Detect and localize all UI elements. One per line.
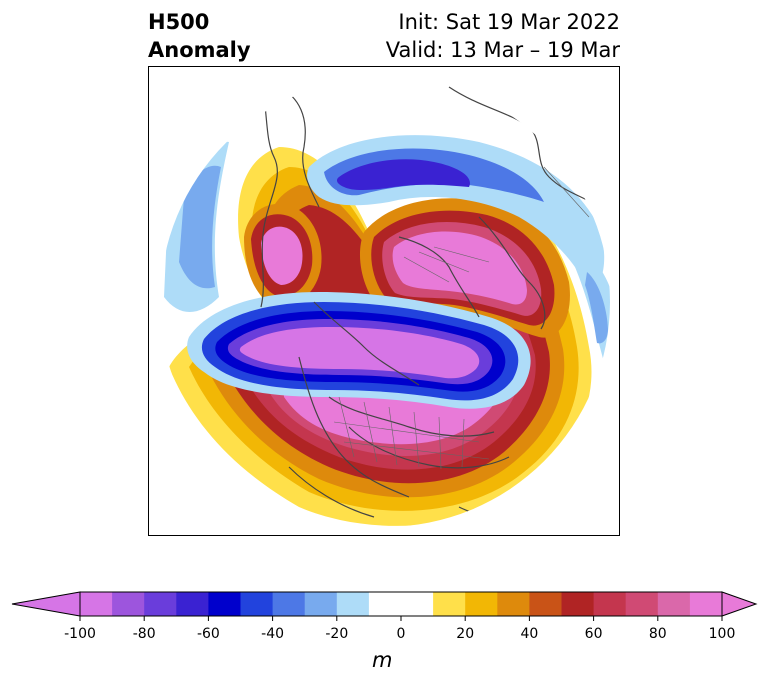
colorbar-segment [240, 592, 274, 616]
colorbar-tick-label: 60 [585, 626, 603, 642]
coastlines [258, 77, 610, 523]
colorbar-segment [112, 592, 145, 616]
colorbar-tick-label: 20 [456, 626, 474, 642]
colorbar-segment [272, 592, 306, 616]
anomaly-contours [164, 77, 610, 526]
colorbar-segment [176, 592, 209, 616]
negative-anomaly-north-core [336, 159, 470, 191]
colorbar-tick-label: -80 [133, 626, 156, 642]
negative-anomaly-west [179, 165, 221, 289]
valid-range: Valid: 13 Mar – 19 Mar [385, 38, 620, 62]
colorbar-tick-label: 80 [649, 626, 667, 642]
init-date: Init: Sat 19 Mar 2022 [398, 10, 620, 34]
negative-anomaly-east-core [585, 272, 608, 344]
colorbar-segment [657, 592, 691, 616]
colorbar-segment [368, 592, 402, 616]
colorbar-segment [304, 592, 338, 616]
map-date-info: Init: Sat 19 Mar 2022 Valid: 13 Mar – 19… [386, 8, 620, 64]
anomaly-map [148, 66, 620, 536]
colorbar-segment [144, 592, 177, 616]
negative-anomaly-trough-core [239, 327, 480, 379]
map-title: H500 Anomaly [148, 8, 251, 64]
colorbar-tick-label: -60 [197, 626, 220, 642]
colorbar-segment [433, 592, 466, 616]
colorbar-segment [689, 592, 723, 616]
colorbar-segment [529, 592, 562, 616]
title-line-1: H500 [148, 10, 210, 34]
colorbar-tick-label: 40 [520, 626, 538, 642]
colorbar-segments [11, 591, 758, 617]
colorbar: -100 -80 -60 -40 -20 0 20 40 60 80 100 [11, 591, 758, 642]
colorbar-segment [80, 592, 113, 616]
title-line-2: Anomaly [148, 38, 251, 62]
colorbar-segment [208, 592, 241, 616]
colorbar-extend-min [11, 591, 81, 617]
colorbar-segment [625, 592, 659, 616]
colorbar-segment [401, 592, 434, 616]
colorbar-segment [336, 592, 370, 616]
colorbar-segment [497, 592, 530, 616]
colorbar-ticks: -100 -80 -60 -40 -20 0 20 40 60 80 100 [64, 616, 735, 642]
colorbar-unit-label: m [372, 648, 393, 672]
colorbar-tick-label: -40 [261, 626, 284, 642]
colorbar-tick-label: -20 [325, 626, 348, 642]
colorbar-segment [561, 592, 595, 616]
colorbar-segment [593, 592, 627, 616]
colorbar-tick-label: -100 [64, 626, 96, 642]
colorbar-segment [465, 592, 498, 616]
map-canvas [149, 77, 610, 526]
colorbar-tick-label: 0 [397, 626, 406, 642]
colorbar-extend-max [721, 591, 758, 617]
colorbar-tick-label: 100 [709, 626, 736, 642]
positive-anomaly-northwest-magenta [261, 226, 303, 285]
